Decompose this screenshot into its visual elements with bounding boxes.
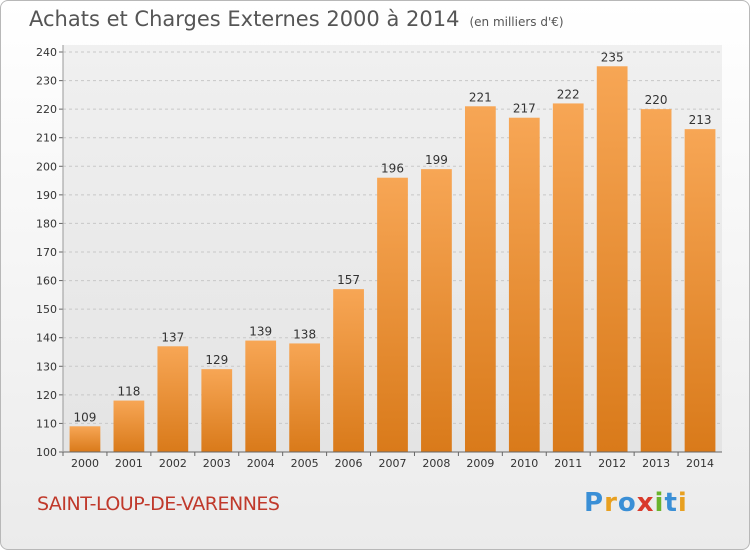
x-axis-ticks: 2000 2001 2002 2003 2004 2005 2006 2007 2008 2009… — [62, 452, 714, 470]
logo-letter: i — [677, 488, 688, 518]
bars-group: 109 118 137 129 139 138 157 196 199 221 217 222 235 2… — [69, 50, 716, 453]
y-tick-label: 230 — [36, 75, 57, 88]
value-label-2007: 196 — [381, 162, 404, 176]
value-label-2014: 213 — [689, 113, 712, 127]
x-tick-label-2009: 2009 — [466, 457, 494, 470]
y-tick-label: 190 — [36, 189, 57, 202]
x-tick-label-2002: 2002 — [159, 457, 187, 470]
x-tick-label-2014: 2014 — [686, 457, 714, 470]
x-tick-label-2008: 2008 — [422, 457, 450, 470]
y-tick-label: 130 — [36, 360, 57, 373]
value-label-2000: 109 — [74, 410, 97, 424]
logo-letter: x — [636, 488, 655, 518]
y-tick-label: 150 — [36, 303, 57, 316]
x-tick-label-2006: 2006 — [335, 457, 363, 470]
y-tick-label: 170 — [36, 246, 57, 259]
bar-2006 — [333, 289, 364, 452]
chart-title: Achats et Charges Externes 2000 à 2014 (e… — [29, 7, 564, 31]
y-tick-label: 220 — [36, 103, 57, 116]
x-tick-label-2005: 2005 — [291, 457, 319, 470]
bar-2013 — [640, 109, 672, 453]
bar-2005 — [289, 343, 321, 452]
bar-2007 — [377, 177, 408, 452]
x-tick-label-2011: 2011 — [554, 457, 582, 470]
town-name: SAINT-LOUP-DE-VARENNES — [37, 493, 280, 515]
value-label-2004: 139 — [249, 325, 272, 339]
logo-letter: r — [604, 488, 618, 518]
logo-letter: t — [664, 488, 678, 518]
logo-letter: o — [617, 488, 637, 518]
y-tick-label: 180 — [36, 217, 57, 230]
x-tick-label-2001: 2001 — [115, 457, 143, 470]
value-label-2005: 138 — [293, 327, 316, 341]
x-tick-label-2000: 2000 — [71, 457, 99, 470]
bar-2002 — [157, 346, 189, 452]
bar-2014 — [684, 129, 716, 452]
y-tick-label: 160 — [36, 275, 57, 288]
value-label-2010: 217 — [513, 102, 536, 116]
x-tick-label-2012: 2012 — [598, 457, 626, 470]
bar-2012 — [596, 66, 628, 453]
bar-2004 — [245, 340, 277, 452]
x-tick-label-2004: 2004 — [247, 457, 275, 470]
value-label-2001: 118 — [117, 385, 140, 399]
bar-2011 — [552, 103, 584, 452]
x-tick-label-2010: 2010 — [510, 457, 538, 470]
bar-2009 — [464, 106, 496, 453]
value-label-2003: 129 — [205, 353, 228, 367]
y-tick-label: 210 — [36, 132, 57, 145]
value-label-2013: 220 — [645, 93, 668, 107]
x-tick-label-2013: 2013 — [642, 457, 670, 470]
bar-2008 — [421, 169, 452, 452]
value-label-2009: 221 — [469, 90, 492, 104]
x-tick-label-2003: 2003 — [203, 457, 231, 470]
x-tick-label-2007: 2007 — [379, 457, 407, 470]
value-label-2012: 235 — [601, 50, 624, 64]
bar-2010 — [508, 117, 540, 452]
value-label-2006: 157 — [337, 273, 360, 287]
chart-subtitle: (en milliers d'€) — [469, 15, 564, 29]
y-tick-label: 110 — [36, 417, 57, 430]
logo-letter: i — [654, 488, 665, 518]
y-tick-label: 140 — [36, 332, 57, 345]
logo-letter: P — [584, 488, 605, 518]
value-label-2008: 199 — [425, 153, 448, 167]
y-axis-ticks: 100 110 120 130 140 150 160 170 180 190 200 210 220 2… — [36, 46, 63, 459]
bar-2000 — [69, 426, 101, 452]
y-tick-label: 120 — [36, 389, 57, 402]
proxiti-logo: Proxiti — [584, 488, 688, 518]
title-text: Achats et Charges Externes 2000 à 2014 — [29, 7, 460, 31]
value-label-2002: 137 — [161, 330, 184, 344]
y-tick-label: 100 — [36, 446, 57, 459]
y-tick-label: 240 — [36, 46, 57, 59]
y-tick-label: 200 — [36, 160, 57, 173]
bar-2001 — [113, 400, 145, 452]
bar-2003 — [201, 369, 233, 452]
value-label-2011: 222 — [557, 87, 580, 101]
